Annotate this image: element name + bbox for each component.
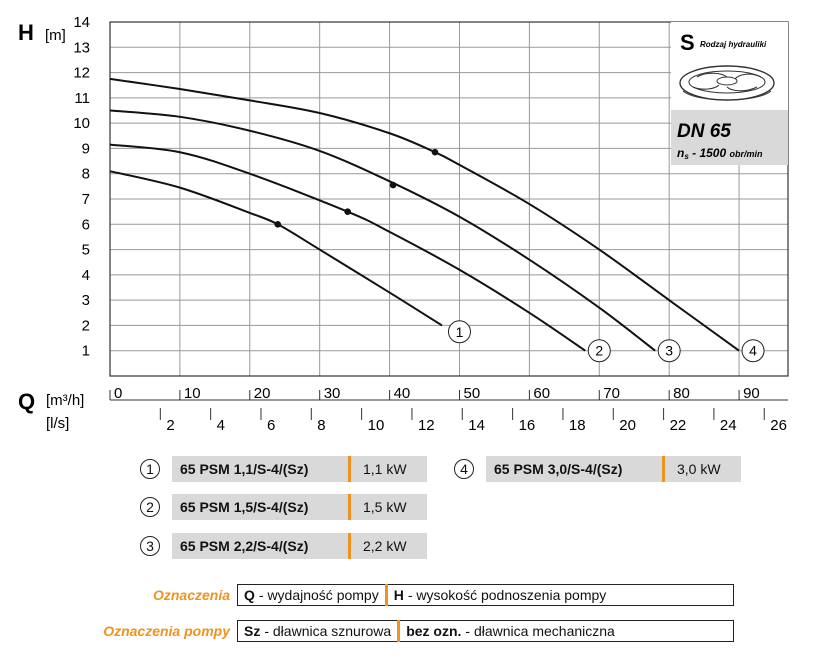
model-number: 2 (140, 497, 160, 517)
model-row-3: 3 65 PSM 2,2/S-4/(Sz) 2,2 kW (140, 533, 427, 559)
legend-row-1: Oznaczenia Q- wydajność pompy H- wysokoś… (0, 583, 734, 607)
x-tick-label-secondary: 14 (468, 417, 485, 434)
x-tick-label-primary: 90 (743, 385, 760, 402)
model-power: 1,1 kW (351, 456, 427, 482)
separator (348, 533, 351, 559)
x-tick-label-primary: 50 (463, 385, 480, 402)
x-axis-symbol: Q (18, 389, 35, 414)
separator (662, 456, 665, 482)
y-tick-label: 10 (73, 115, 90, 132)
x-tick-label-secondary: 16 (519, 417, 536, 434)
model-power: 3,0 kW (665, 456, 741, 482)
y-tick-label: 11 (74, 90, 90, 107)
y-tick-label: 2 (82, 317, 90, 334)
curve-label-circle-3 (657, 339, 681, 363)
chart-curves: 1 2 3 4 (109, 77, 765, 363)
x-tick-label-secondary: 6 (267, 417, 275, 434)
legend-title: Oznaczenia pompy (103, 623, 230, 639)
model-row-4: 4 65 PSM 3,0/S-4/(Sz) 3,0 kW (454, 456, 741, 482)
model-number: 3 (140, 536, 160, 556)
bep-point-3 (389, 181, 397, 189)
x-tick-label-secondary: 18 (569, 417, 586, 434)
legend-box: Sz - dławnica sznurowa bez ozn. - dławnica… (237, 620, 734, 642)
separator (384, 584, 388, 606)
curve-2 (109, 143, 586, 352)
model-name: 65 PSM 1,5/S-4/(Sz) (172, 494, 348, 520)
curve-label-circle-1 (447, 320, 471, 344)
model-name: 65 PSM 2,2/S-4/(Sz) (172, 533, 348, 559)
separator (348, 456, 351, 482)
y-tick-label: 13 (73, 39, 90, 56)
curve-label-4: 4 (749, 343, 757, 359)
info-box: S Rodzaj hydrauliki DN 65 ns - 1500 obr/… (671, 22, 788, 165)
plot-frame (109, 21, 789, 377)
y-axis-symbol: H (18, 20, 34, 45)
legend-title: Oznaczenia (152, 587, 230, 603)
separator (348, 494, 351, 520)
model-power: 1,5 kW (351, 494, 427, 520)
y-tick-label: 7 (82, 191, 90, 208)
curve-label-1: 1 (456, 324, 464, 340)
x-axis-unit-primary: [m³/h] (46, 392, 84, 409)
dn-label: DN 65 (677, 121, 731, 142)
x-tick-label-primary: 0 (114, 385, 122, 402)
curve-label-3: 3 (665, 343, 673, 359)
y-tick-label: 6 (82, 216, 90, 233)
legend-box: Q- wydajność pompy H- wysokość podnoszen… (237, 584, 734, 606)
x-tick-label-secondary: 22 (670, 417, 687, 434)
curve-1 (109, 170, 443, 327)
ns-label: ns - 1500 obr/min (677, 146, 763, 161)
x-tick-label-primary: 60 (533, 385, 550, 402)
x-tick-label-secondary: 26 (770, 417, 787, 434)
logo-letter: S (680, 30, 695, 55)
legend-row-2: Oznaczenia pompy Sz - dławnica sznurowa b… (0, 619, 734, 643)
x-tick-label-secondary: 4 (217, 417, 225, 434)
model-power: 2,2 kW (351, 533, 427, 559)
bep-point-4 (431, 148, 439, 156)
y-tick-label: 9 (82, 140, 90, 157)
model-name: 65 PSM 1,1/S-4/(Sz) (172, 456, 348, 482)
curve-3 (109, 109, 656, 352)
y-tick-label: 5 (82, 242, 90, 259)
y-tick-label: 12 (73, 65, 90, 82)
y-tick-label: 8 (82, 166, 90, 183)
x-tick-label-secondary: 10 (368, 417, 385, 434)
x-tick-label-primary: 20 (254, 385, 271, 402)
curve-4 (109, 77, 740, 352)
curve-label-circle-2 (587, 339, 611, 363)
model-number: 1 (140, 459, 160, 479)
y-tick-label: 3 (82, 292, 90, 309)
x-tick-label-secondary: 20 (619, 417, 636, 434)
impeller-icon (679, 65, 775, 101)
separator (397, 620, 401, 642)
model-number: 4 (454, 459, 474, 479)
model-row-1: 1 65 PSM 1,1/S-4/(Sz) 1,1 kW (140, 456, 427, 482)
x-axis-unit-secondary: [l/s] (46, 415, 69, 432)
x-tick-label-secondary: 12 (418, 417, 435, 434)
curve-label-circle-4 (741, 339, 765, 363)
y-tick-label: 14 (73, 14, 90, 31)
x-tick-label-primary: 70 (603, 385, 620, 402)
y-tick-label: 1 (82, 343, 90, 360)
bep-point-2 (344, 208, 351, 215)
model-name: 65 PSM 3,0/S-4/(Sz) (486, 456, 662, 482)
x-tick-label-secondary: 24 (720, 417, 737, 434)
x-tick-label-secondary: 2 (166, 417, 174, 434)
bep-point-1 (274, 220, 282, 228)
y-tick-label: 4 (82, 267, 90, 284)
x-tick-label-primary: 30 (324, 385, 341, 402)
logo-caption: Rodzaj hydrauliki (700, 40, 767, 49)
x-tick-label-primary: 10 (184, 385, 201, 402)
curve-label-2: 2 (595, 343, 603, 359)
model-row-2: 2 65 PSM 1,5/S-4/(Sz) 1,5 kW (140, 494, 427, 520)
x-tick-label-primary: 80 (673, 385, 690, 402)
x-tick-label-secondary: 8 (317, 417, 325, 434)
y-axis-unit: [m] (45, 27, 66, 44)
x-tick-label-primary: 40 (394, 385, 411, 402)
